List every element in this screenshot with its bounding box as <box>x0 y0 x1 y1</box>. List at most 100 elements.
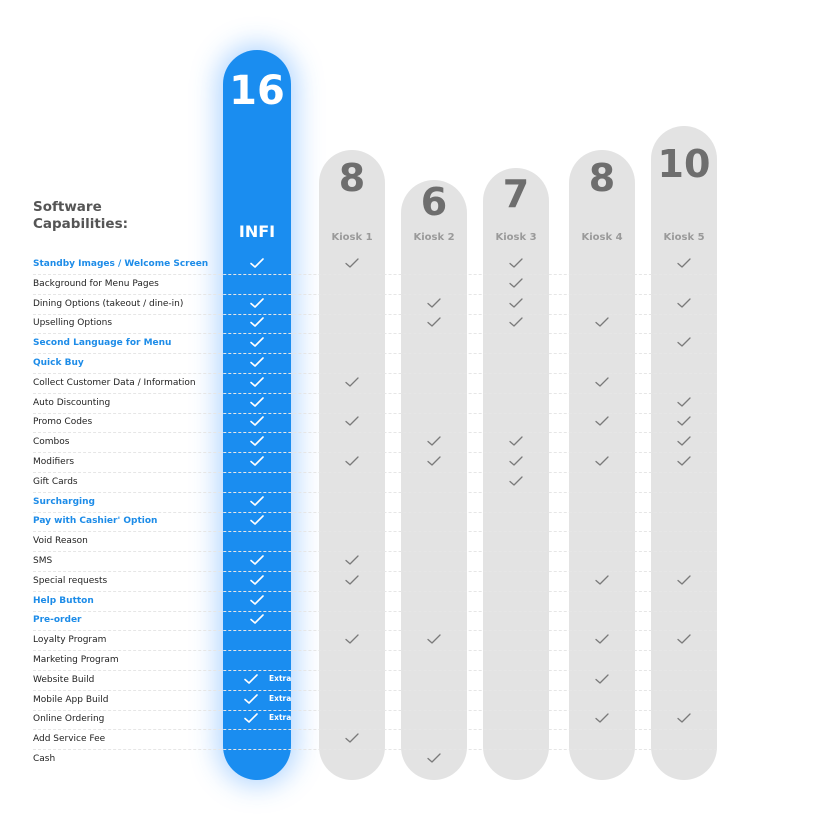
check-icon <box>244 713 258 724</box>
check-icon <box>677 416 691 427</box>
row-label: Loyalty Program <box>33 635 107 646</box>
check-icon <box>345 456 359 466</box>
row-label: Modifiers <box>33 457 75 467</box>
row-label: Standby Images / Welcome Screen <box>33 259 209 269</box>
check-icon <box>427 317 441 328</box>
check-icon <box>250 337 264 347</box>
row-divider <box>33 689 717 691</box>
row-divider <box>33 353 717 355</box>
check-icon <box>595 377 609 387</box>
row-divider <box>33 273 717 275</box>
check-icon <box>345 555 359 565</box>
row-divider <box>33 749 717 751</box>
row-label: Gift Cards <box>33 476 78 487</box>
row-label: Void Reason <box>33 536 88 547</box>
check-icon <box>509 436 523 446</box>
check-icon <box>345 733 359 743</box>
check-icon <box>509 297 523 308</box>
row-divider <box>33 511 717 513</box>
check-icon <box>509 258 523 268</box>
check-icon <box>595 634 609 644</box>
row-divider <box>33 590 717 592</box>
row-label: Collect Customer Data / Information <box>33 377 196 388</box>
check-icon <box>677 337 691 347</box>
column-label-infi: INFI <box>238 222 276 241</box>
check-icon <box>250 436 264 446</box>
row-label: Add Service Fee <box>33 734 106 745</box>
row-label: Pay with Cashier' Option <box>33 516 158 527</box>
row-label: Promo Codes <box>33 417 93 428</box>
row-label: Cash <box>33 754 56 764</box>
row-label: Auto Discounting <box>33 397 111 408</box>
check-icon <box>250 456 264 466</box>
check-icon <box>427 297 441 308</box>
check-icon <box>250 396 264 407</box>
score-infi: 16 <box>229 68 285 114</box>
column-label-kiosk-4: Kiosk 4 <box>581 232 623 243</box>
check-icon <box>345 258 359 268</box>
check-icon <box>345 634 359 644</box>
row-label: Upselling Options <box>33 318 113 329</box>
check-icon <box>244 693 258 704</box>
check-icon <box>509 278 523 288</box>
check-icon <box>345 377 359 387</box>
chart-title: Software Capabilities: <box>33 199 193 233</box>
row-divider <box>33 551 717 553</box>
check-icon <box>677 575 691 585</box>
row-divider <box>33 293 717 295</box>
row-divider <box>33 432 717 434</box>
check-icon <box>250 357 264 367</box>
check-icon <box>244 673 258 684</box>
column-label-kiosk-5: Kiosk 5 <box>663 232 705 243</box>
score-kiosk-5: 10 <box>657 142 711 186</box>
extra-badge: Extra <box>269 713 292 723</box>
row-divider <box>33 412 717 414</box>
check-icon <box>677 436 691 446</box>
check-icon <box>677 456 691 466</box>
check-icon <box>250 515 264 526</box>
column-kiosk-1 <box>319 150 385 780</box>
check-icon <box>250 317 264 328</box>
check-icon <box>345 416 359 427</box>
row-label: Dining Options (takeout / dine-in) <box>33 298 184 309</box>
check-icon <box>250 297 264 308</box>
row-label: Second Language for Menu <box>33 338 172 349</box>
check-icon <box>509 317 523 328</box>
score-kiosk-1: 8 <box>338 156 366 200</box>
column-infi <box>223 50 291 780</box>
column-kiosk-3 <box>483 168 549 780</box>
row-label: Help Button <box>33 595 94 606</box>
row-divider <box>33 669 717 671</box>
check-icon <box>250 416 264 427</box>
row-label: Online Ordering <box>33 714 105 725</box>
check-icon <box>345 575 359 585</box>
row-label: Mobile App Build <box>33 694 109 705</box>
row-label: Combos <box>33 437 70 448</box>
score-kiosk-2: 6 <box>420 180 448 224</box>
check-icon <box>595 416 609 427</box>
check-icon <box>595 674 609 684</box>
row-divider <box>33 610 717 612</box>
row-label: Background for Menu Pages <box>33 278 159 289</box>
chart-title-line-2: Capabilities: <box>33 216 129 232</box>
extra-badge: Extra <box>269 693 292 703</box>
row-divider <box>33 570 717 572</box>
score-kiosk-3: 7 <box>502 172 530 216</box>
check-icon <box>250 555 264 565</box>
check-icon <box>677 713 691 724</box>
check-icon <box>250 614 264 625</box>
row-divider <box>33 313 717 315</box>
check-icon <box>250 594 264 605</box>
check-icon <box>677 634 691 644</box>
check-icon <box>250 376 264 387</box>
row-divider <box>33 392 717 394</box>
extra-badge: Extra <box>269 673 292 683</box>
column-label-kiosk-1: Kiosk 1 <box>331 232 373 243</box>
row-label: Marketing Program <box>33 655 119 665</box>
check-icon <box>677 258 691 268</box>
check-icon <box>595 713 609 724</box>
row-divider <box>33 650 717 652</box>
row-divider <box>33 630 717 632</box>
check-icon <box>677 297 691 308</box>
